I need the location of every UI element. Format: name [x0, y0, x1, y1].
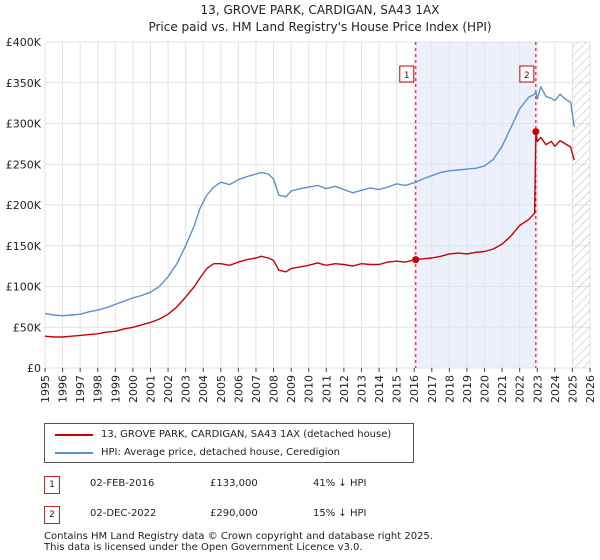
x-tick-label: 2010: [303, 375, 316, 403]
footer-copyright: Contains HM Land Registry data © Crown c…: [44, 531, 433, 542]
sale-point: [412, 256, 420, 264]
series-line: [44, 130, 575, 338]
y-axis-ticks: £0 £50K £100K £150K £200K £250K £300K £350K £400…: [6, 36, 42, 375]
footer-licence: This data is licensed under the Open Gov…: [44, 542, 363, 553]
sale-number-badge: 1: [44, 476, 60, 494]
sale-date: 02-DEC-2022: [90, 508, 157, 519]
x-tick-label: 1996: [57, 375, 70, 403]
x-tick-label: 2007: [250, 375, 263, 403]
sale-label-box: [519, 65, 535, 83]
y-tick-label: £0: [27, 362, 41, 375]
x-tick-label: 2001: [144, 375, 157, 403]
x-tick-label: 2026: [584, 375, 597, 403]
footer: Contains HM Land Registry data © Crown c…: [44, 531, 433, 553]
forecast-hatch: [572, 42, 590, 368]
x-tick-label: 2005: [215, 375, 228, 403]
series-line: [44, 86, 575, 317]
x-tick-label: 2013: [355, 375, 368, 403]
chart-subtitle: Price paid vs. HM Land Registry's House …: [148, 20, 491, 34]
y-tick-label: £100K: [6, 281, 42, 294]
x-tick-label: 2017: [426, 375, 439, 403]
chart: 13, GROVE PARK, CARDIGAN, SA43 1AX Price…: [6, 3, 597, 403]
sale-price: £290,000: [210, 508, 258, 519]
x-tick-label: 2002: [162, 375, 175, 403]
x-tick-label: 2000: [127, 375, 140, 403]
y-tick-label: £150K: [6, 240, 42, 253]
x-tick-label: 2015: [391, 375, 404, 403]
y-tick-label: £200K: [6, 199, 42, 212]
sale-date: 02-FEB-2016: [90, 478, 155, 489]
x-tick-label: 2018: [443, 375, 456, 403]
x-tick-label: 2024: [549, 375, 562, 403]
x-tick-label: 2025: [566, 375, 579, 403]
x-tick-label: 2012: [338, 375, 351, 403]
sale-hpi-diff: 15% ↓ HPI: [313, 508, 367, 519]
x-tick-label: 2014: [373, 375, 386, 403]
shaded-period: [415, 42, 590, 368]
x-tick-label: 2020: [479, 375, 492, 403]
x-tick-label: 2003: [180, 375, 193, 403]
sale-number-badge: 2: [44, 506, 60, 524]
x-tick-label: 2016: [408, 375, 421, 403]
x-tick-label: 1999: [109, 375, 122, 403]
y-tick-label: £400K: [6, 36, 42, 49]
x-tick-label: 2006: [232, 375, 245, 403]
x-tick-label: 2021: [496, 375, 509, 403]
legend-label-hpi: HPI: Average price, detached house, Cere…: [101, 447, 340, 458]
series-group: [44, 86, 575, 338]
x-tick-label: 1995: [39, 375, 52, 403]
sale-label: 2: [524, 71, 530, 81]
sale-price: £133,000: [210, 478, 258, 489]
legend-swatch-property: [55, 434, 93, 436]
y-tick-label: £250K: [6, 158, 42, 171]
x-tick-label: 2009: [285, 375, 298, 403]
sale-row-2: 2 02-DEC-2022 £290,000 15% ↓ HPI: [0, 506, 600, 528]
chart-title: 13, GROVE PARK, CARDIGAN, SA43 1AX: [201, 3, 440, 17]
sale-label: 1: [404, 71, 410, 81]
legend-label-property: 13, GROVE PARK, CARDIGAN, SA43 1AX (deta…: [101, 429, 392, 440]
x-tick-label: 1998: [92, 375, 105, 403]
legend-swatch-hpi: [55, 452, 93, 454]
y-tick-label: £350K: [6, 77, 42, 90]
sale-point: [532, 128, 540, 136]
sale-row-1: 1 02-FEB-2016 £133,000 41% ↓ HPI: [0, 476, 600, 498]
sale-hpi-diff: 41% ↓ HPI: [313, 478, 367, 489]
x-tick-label: 1997: [74, 375, 87, 403]
sale-label-box: [399, 65, 415, 83]
x-tick-label: 2004: [197, 375, 210, 403]
x-axis-ticks: 1995 1996 1997 1998 1999 2000 2001 2002 2003 2004…: [39, 368, 597, 403]
x-tick-label: 2008: [268, 375, 281, 403]
y-tick-label: £300K: [6, 118, 42, 131]
x-tick-label: 2023: [531, 375, 544, 403]
y-tick-label: £50K: [13, 321, 42, 334]
x-tick-label: 2011: [320, 375, 333, 403]
x-tick-label: 2019: [461, 375, 474, 403]
shaded-ownership-period: [415, 42, 536, 368]
legend: 13, GROVE PARK, CARDIGAN, SA43 1AX (deta…: [44, 423, 414, 463]
x-tick-label: 2022: [514, 375, 527, 403]
